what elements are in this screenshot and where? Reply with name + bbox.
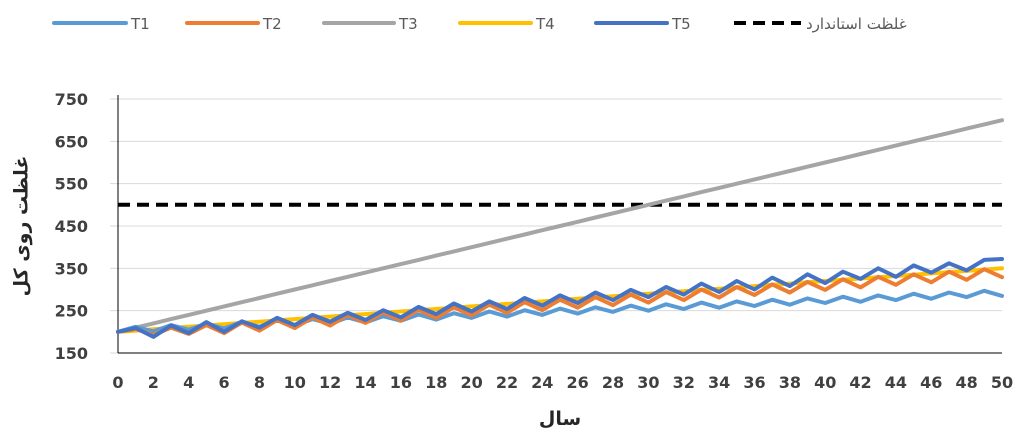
legend-label-standard-concentration: غلظت استاندارد xyxy=(806,15,907,33)
x-tick-label-44: 44 xyxy=(885,373,907,392)
x-tick-label-34: 34 xyxy=(708,373,730,392)
x-tick-label-24: 24 xyxy=(531,373,553,392)
x-tick-label-10: 10 xyxy=(284,373,306,392)
y-tick-label-750: 750 xyxy=(55,90,88,109)
x-tick-label-36: 36 xyxy=(743,373,765,392)
y-tick-label-150: 150 xyxy=(55,344,88,363)
x-tick-label-46: 46 xyxy=(920,373,942,392)
x-tick-label-40: 40 xyxy=(814,373,836,392)
legend-label-t5: T5 xyxy=(671,15,691,33)
series-line-t5 xyxy=(116,257,1004,339)
axes xyxy=(117,95,1002,354)
x-tick-label-14: 14 xyxy=(354,373,376,392)
x-tick-label-42: 42 xyxy=(849,373,871,392)
legend-label-t3: T3 xyxy=(398,15,418,33)
x-tick-label-30: 30 xyxy=(637,373,659,392)
legend-label-t1: T1 xyxy=(130,15,150,33)
legend-label-t4: T4 xyxy=(535,15,555,33)
x-tick-label-22: 22 xyxy=(496,373,518,392)
series-layer xyxy=(116,118,1004,339)
x-tick-label-38: 38 xyxy=(779,373,801,392)
x-tick-label-32: 32 xyxy=(673,373,695,392)
legend-label-t2: T2 xyxy=(262,15,282,33)
x-tick-label-8: 8 xyxy=(254,373,265,392)
x-tick-label-2: 2 xyxy=(148,373,159,392)
y-tick-label-550: 550 xyxy=(55,175,88,194)
series-line-t2 xyxy=(116,267,1004,338)
x-tick-label-20: 20 xyxy=(460,373,482,392)
x-axis-title: سال xyxy=(539,408,581,430)
x-tick-label-18: 18 xyxy=(425,373,447,392)
x-tick-label-6: 6 xyxy=(219,373,230,392)
x-tick-label-4: 4 xyxy=(183,373,194,392)
y-tick-label-350: 350 xyxy=(55,259,88,278)
x-tick-label-0: 0 xyxy=(112,373,123,392)
x-tick-label-26: 26 xyxy=(567,373,589,392)
series-line-t3 xyxy=(116,118,1004,334)
legend: T1 T2 T3 T4 T5 غلظت استاندارد xyxy=(52,15,907,33)
y-axis-title: غلظت روی کل xyxy=(11,156,33,297)
x-tick-label-50: 50 xyxy=(991,373,1013,392)
x-tick-label-48: 48 xyxy=(956,373,978,392)
y-tick-label-250: 250 xyxy=(55,302,88,321)
x-tick-label-16: 16 xyxy=(390,373,412,392)
x-tick-label-28: 28 xyxy=(602,373,624,392)
x-tick-label-12: 12 xyxy=(319,373,341,392)
y-tick-label-650: 650 xyxy=(55,132,88,151)
y-tick-label-450: 450 xyxy=(55,217,88,236)
